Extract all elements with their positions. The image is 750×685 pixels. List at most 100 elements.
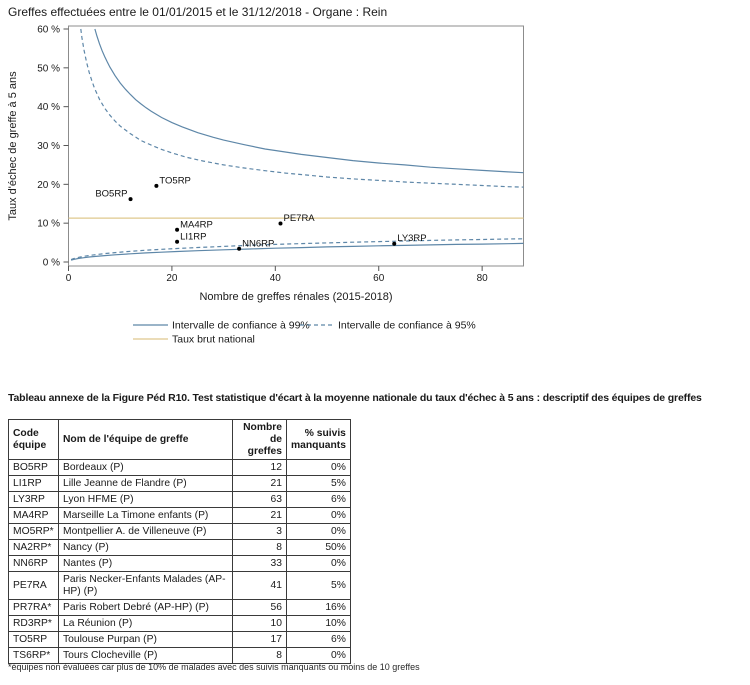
table-row: PE7RA Paris Necker-Enfants Malades (AP-HP…: [8, 571, 351, 600]
table-header: Code équipe Nom de l'équipe de greffe No…: [8, 419, 351, 460]
cell-name: Lyon HFME (P): [58, 491, 233, 508]
ci95-upper-curve: [80, 28, 524, 188]
data-point-BO5RP: [128, 197, 133, 202]
cell-count: 21: [232, 475, 287, 492]
cell-code: BO5RP: [8, 459, 59, 476]
cell-code: MA4RP: [8, 507, 59, 524]
cell-name: Paris Robert Debré (AP-HP) (P): [58, 599, 233, 616]
cell-count: 41: [232, 571, 287, 600]
cell-name: Paris Necker-Enfants Malades (AP-HP) (P): [58, 571, 233, 600]
table-body: BO5RP Bordeaux (P) 12 0% LI1RP Lille Jeanne d…: [8, 459, 351, 664]
cell-code: LI1RP: [8, 475, 59, 492]
cell-count: 12: [232, 459, 287, 476]
cell-missing: 0%: [286, 647, 351, 664]
cell-count: 17: [232, 631, 287, 648]
ci95-lower-curve: [70, 238, 524, 261]
footnote: *équipes non évaluées car plus de 10% de…: [8, 662, 420, 672]
cell-code: PE7RA: [8, 571, 59, 600]
cell-missing: 5%: [286, 475, 351, 492]
x-tick-label: 40: [270, 273, 282, 284]
table-row: TS6RP* Tours Clocheville (P) 8 0%: [8, 647, 351, 664]
x-tick-label: 60: [373, 273, 385, 284]
funnel-chart-svg: 0 % 10 % 20 % 30 % 40 % 50 % 60 % 0 20 40 60 80 Nomb…: [7, 25, 524, 346]
cell-name: La Réunion (P): [58, 615, 233, 632]
cell-missing: 10%: [286, 615, 351, 632]
table-row: BO5RP Bordeaux (P) 12 0%: [8, 459, 351, 476]
cell-name: Montpellier A. de Villeneuve (P): [58, 523, 233, 540]
point-label-LY3RP: LY3RP: [397, 233, 426, 244]
column-header-name: Nom de l'équipe de greffe: [58, 419, 233, 460]
cell-missing: 50%: [286, 539, 351, 556]
cell-missing: 16%: [286, 599, 351, 616]
header-row: Code équipe Nom de l'équipe de greffe No…: [8, 419, 351, 460]
data-point-LI1RP: [175, 239, 180, 244]
cell-name: Lille Jeanne de Flandre (P): [58, 475, 233, 492]
cell-code: LY3RP: [8, 491, 59, 508]
x-tick-label: 20: [166, 273, 178, 284]
table-title: Tableau annexe de la Figure Péd R10. Tes…: [8, 392, 702, 404]
cell-name: Marseille La Timone enfants (P): [58, 507, 233, 524]
cell-count: 8: [232, 647, 287, 664]
cell-count: 8: [232, 539, 287, 556]
data-point-NN6RP: [237, 246, 242, 251]
cell-code: NN6RP: [8, 555, 59, 572]
chart-title: Greffes effectuées entre le 01/01/2015 e…: [8, 5, 388, 19]
y-axis-title: Taux d'échec de greffe à 5 ans: [7, 71, 19, 221]
cell-missing: 0%: [286, 523, 351, 540]
cell-count: 21: [232, 507, 287, 524]
cell-code: NA2RP*: [8, 539, 59, 556]
cell-code: PR7RA*: [8, 599, 59, 616]
cell-missing: 0%: [286, 459, 351, 476]
data-point-MA4RP: [175, 227, 180, 232]
cell-missing: 6%: [286, 491, 351, 508]
cell-count: 56: [232, 599, 287, 616]
cell-code: RD3RP*: [8, 615, 59, 632]
point-label-LI1RP: LI1RP: [180, 231, 206, 242]
cell-count: 3: [232, 523, 287, 540]
point-label-BO5RP: BO5RP: [95, 189, 127, 200]
table-row: RD3RP* La Réunion (P) 10 10%: [8, 615, 351, 632]
table-row: LI1RP Lille Jeanne de Flandre (P) 21 5%: [8, 475, 351, 492]
table-row: MO5RP* Montpellier A. de Villeneuve (P) 3 0…: [8, 523, 351, 540]
y-tick-label: 10 %: [37, 219, 60, 230]
point-label-MA4RP: MA4RP: [180, 219, 213, 230]
legend-label-0: Intervalle de confiance à 99%: [172, 320, 310, 332]
cell-missing: 6%: [286, 631, 351, 648]
cell-name: Bordeaux (P): [58, 459, 233, 476]
cell-name: Nantes (P): [58, 555, 233, 572]
ci99-upper-curve: [94, 28, 524, 174]
table-row: PR7RA* Paris Robert Debré (AP-HP) (P) 56 16…: [8, 599, 351, 616]
data-point-LY3RP: [392, 241, 397, 246]
cell-missing: 5%: [286, 571, 351, 600]
cell-name: Nancy (P): [58, 539, 233, 556]
team-table: Code équipe Nom de l'équipe de greffe No…: [8, 419, 351, 664]
cell-count: 63: [232, 491, 287, 508]
plot-frame: [68, 25, 524, 267]
cell-missing: 0%: [286, 555, 351, 572]
y-tick-label: 60 %: [37, 25, 60, 36]
table-row: NN6RP Nantes (P) 33 0%: [8, 555, 351, 572]
table-row: MA4RP Marseille La Timone enfants (P) 21 0%: [8, 507, 351, 524]
cell-missing: 0%: [286, 507, 351, 524]
legend-label-2: Taux brut national: [172, 334, 255, 346]
cell-name: Tours Clocheville (P): [58, 647, 233, 664]
data-point-TO5RP: [154, 183, 159, 188]
point-label-NN6RP: NN6RP: [242, 238, 274, 249]
ci99-lower-curve: [70, 242, 524, 261]
cell-count: 33: [232, 555, 287, 572]
column-header-code: Code équipe: [8, 419, 59, 460]
column-header-missing: % suivis manquants: [286, 419, 351, 460]
x-tick-label: 80: [477, 273, 489, 284]
table-row: LY3RP Lyon HFME (P) 63 6%: [8, 491, 351, 508]
legend-label-1: Intervalle de confiance à 95%: [338, 320, 476, 332]
table-row: TO5RP Toulouse Purpan (P) 17 6%: [8, 631, 351, 648]
point-label-TO5RP: TO5RP: [159, 175, 191, 186]
y-tick-label: 0 %: [43, 258, 60, 269]
cell-count: 10: [232, 615, 287, 632]
data-point-PE7RA: [278, 221, 283, 226]
y-tick-label: 30 %: [37, 141, 60, 152]
x-tick-label: 0: [66, 273, 72, 284]
cell-code: TO5RP: [8, 631, 59, 648]
column-header-count: Nombre de greffes: [232, 419, 287, 460]
